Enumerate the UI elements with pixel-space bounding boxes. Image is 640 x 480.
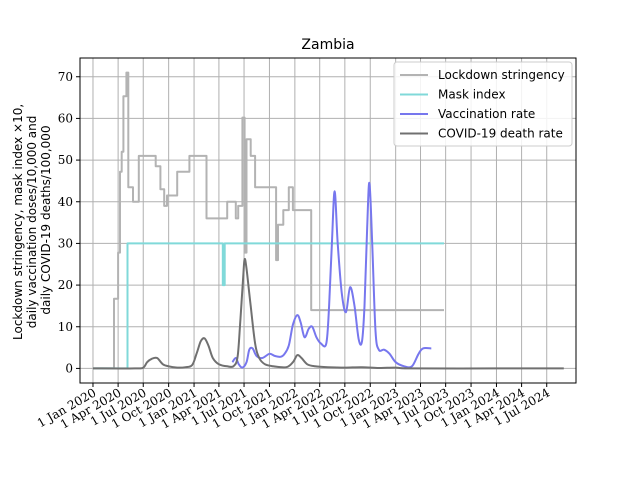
y-tick-label: 20 [58,278,73,292]
y-tick-label: 40 [58,195,73,209]
series-line-2 [231,181,432,369]
legend-label-3: COVID-19 death rate [438,127,563,141]
y-axis: 0 10 20 30 40 50 60 70 [58,70,80,375]
y-axis-label-line-2: daily vaccination doses/10,000 and [25,116,39,329]
y-axis-label-line-3: daily COVID-19 deaths/100,000 [39,125,53,314]
legend-label-2: Vaccination rate [438,107,535,121]
plot-frame [79,57,577,384]
y-tick-label: 30 [58,236,73,250]
y-axis-label: Lockdown stringency, mask index ×10, dai… [11,100,53,340]
series-line-0 [93,71,444,370]
legend-box [393,61,573,147]
legend-label-0: Lockdown stringency [438,68,565,82]
y-tick-label: 60 [58,111,73,125]
chart-title: Zambia [301,37,354,53]
series-line-3 [92,257,564,370]
series-line-1 [93,242,444,370]
legend: Lockdown stringency Mask index Vaccination… [393,61,573,147]
series-layer [92,71,564,370]
legend-label-1: Mask index [438,88,506,102]
y-axis-label-line-1: Lockdown stringency, mask index ×10, [11,104,25,340]
y-tick-label: 70 [58,70,73,84]
y-tick-label: 10 [58,320,73,334]
y-tick-label: 50 [58,153,73,167]
y-tick-label: 0 [65,361,73,375]
